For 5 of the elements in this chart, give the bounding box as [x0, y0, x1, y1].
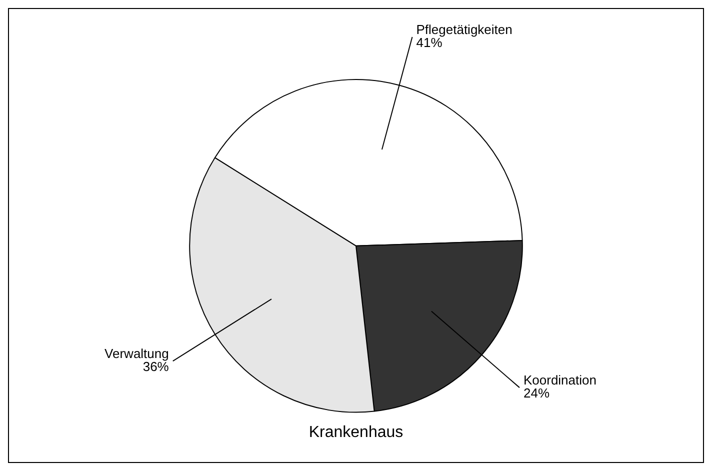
slice-label: Pflegetätigkeiten	[416, 22, 512, 38]
slice-label: Verwaltung	[104, 346, 169, 362]
data-label: 24%	[523, 386, 550, 401]
slice-label: Koordination	[523, 372, 596, 388]
text: Krankenhaus	[308, 424, 404, 441]
